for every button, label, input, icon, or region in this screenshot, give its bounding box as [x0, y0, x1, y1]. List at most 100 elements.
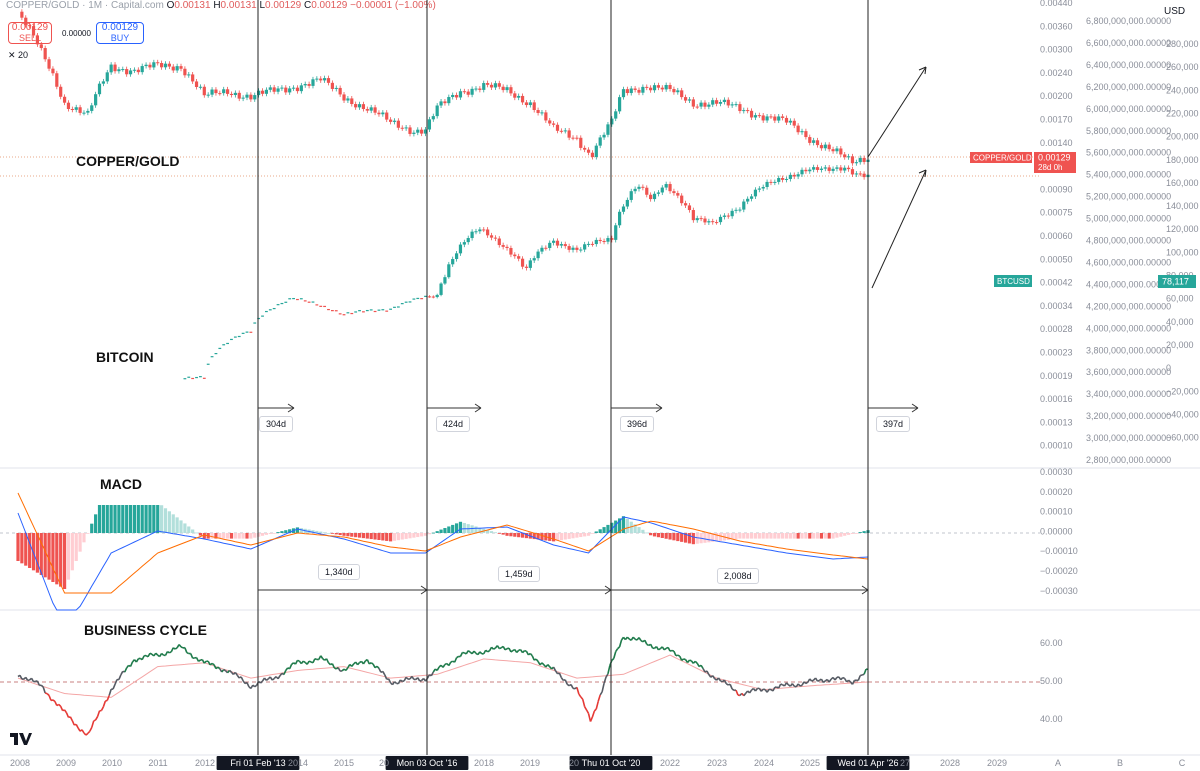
copper-gold-candle — [381, 112, 385, 115]
copper-gold-candle — [373, 107, 377, 113]
copper-gold-candle — [823, 144, 827, 149]
copper-gold-candle — [439, 101, 443, 106]
cycle-line-segment — [209, 662, 213, 666]
big-scale-tick-label: 3,800,000,000.00000 — [1086, 345, 1171, 355]
copper-gold-tick-label: 0.00016 — [1040, 394, 1073, 404]
cycle-line-segment — [828, 678, 832, 683]
copper-gold-candle — [396, 120, 400, 128]
bitcoin-candle — [439, 283, 443, 295]
copper-gold-price-tag: COPPER/GOLD 0.00129 28d 0h — [970, 152, 1076, 173]
bitcoin-candle — [617, 211, 622, 226]
bitcoin-candle — [602, 241, 606, 243]
copper-gold-candle — [517, 95, 521, 98]
cycle-line-segment — [246, 682, 250, 688]
cycle-line-segment — [848, 679, 852, 683]
cycle-line-segment — [186, 651, 190, 655]
bitcoin-candle — [218, 347, 222, 350]
cycle-line-segment — [671, 649, 675, 652]
macd-histogram-bar — [167, 511, 171, 533]
macd-histogram-bar — [272, 533, 276, 534]
cycle-line-segment — [527, 652, 531, 656]
cycle-line-segment — [776, 686, 780, 689]
copper-gold-candle — [835, 148, 839, 152]
copper-gold-candle — [734, 104, 738, 106]
cycle-line-segment — [591, 710, 596, 718]
cycle-line-segment — [585, 709, 590, 714]
big-scale-tick-label: 4,000,000,000.00000 — [1086, 323, 1171, 333]
cycle-line-segment — [712, 675, 716, 680]
macd-histogram-bar — [416, 533, 420, 538]
bitcoin-candle — [784, 178, 789, 180]
macd-histogram-bar — [567, 533, 571, 539]
x-year-label: 2008 — [10, 758, 30, 768]
macd-histogram-bar — [369, 533, 373, 540]
bitcoin-candle — [645, 187, 649, 195]
cycle-line-segment — [535, 658, 539, 662]
cycle-line-segment — [857, 675, 861, 681]
macd-histogram-bar — [55, 533, 59, 585]
copper-gold-candle — [715, 100, 719, 104]
day-span-label: 1,340d — [318, 564, 360, 580]
symbol-header: COPPER/GOLD · 1M · Capital.com O0.00131 … — [0, 0, 480, 18]
currency-selector[interactable]: USD — [1164, 6, 1186, 17]
copper-gold-candle — [338, 87, 342, 95]
tradingview-logo-icon — [10, 733, 32, 745]
date-badge-label: Fri 01 Feb '13 — [230, 758, 285, 768]
cycle-line-segment — [617, 646, 621, 650]
copper-gold-candle — [645, 86, 649, 88]
copper-gold-candle — [121, 69, 125, 71]
macd-histogram-bar — [664, 533, 668, 539]
macd-histogram-bar — [800, 533, 804, 539]
copper-gold-candle — [237, 92, 241, 99]
quantity-field[interactable]: ✕ 20 — [8, 50, 29, 60]
macd-histogram-bar — [400, 533, 404, 540]
copper-gold-candle — [544, 112, 548, 121]
symbol-title[interactable]: COPPER/GOLD · 1M · Capital.com — [6, 0, 164, 11]
macd-histogram-bar — [575, 533, 579, 538]
arrow-head-icon — [287, 403, 295, 413]
bitcoin-candle — [199, 376, 202, 378]
copper-gold-candle — [365, 109, 369, 111]
bitcoin-candle — [431, 296, 435, 298]
copper-gold-candle — [132, 69, 137, 71]
bitcoin-candle — [280, 302, 284, 305]
buy-button[interactable]: 0.00129 BUY — [96, 22, 144, 44]
bitcoin-candle — [424, 295, 427, 297]
copper-gold-candle — [268, 87, 272, 90]
cycle-line-segment — [102, 700, 107, 708]
cycle-line-segment — [533, 658, 537, 661]
macd-histogram-bar — [753, 533, 758, 539]
macd-histogram-bar — [773, 533, 777, 539]
bitcoin-candle — [668, 184, 672, 192]
bitcoin-candle — [540, 247, 544, 252]
macd-histogram-bar — [478, 527, 482, 533]
macd-histogram-bar — [361, 533, 366, 539]
macd-histogram-bar — [70, 533, 74, 571]
cycle-line-segment — [198, 659, 201, 662]
macd-histogram-bar — [39, 533, 43, 575]
big-scale-tick-label: 3,400,000,000.00000 — [1086, 389, 1171, 399]
day-span-label: 397d — [876, 416, 911, 432]
bitcoin-candle — [501, 245, 505, 247]
macd-histogram-bar — [140, 505, 144, 533]
bitcoin-candle — [711, 221, 715, 223]
macd-histogram-bar — [451, 524, 455, 533]
copper-gold-tick-label: 0.00019 — [1040, 371, 1073, 381]
copper-gold-candle — [152, 62, 156, 68]
copper-gold-candle — [695, 106, 699, 108]
x-year-label: 2023 — [707, 758, 727, 768]
btc-tick-label: 200,000 — [1166, 132, 1199, 142]
cycle-line-segment — [25, 676, 29, 681]
copper-gold-candle — [656, 85, 661, 88]
cycle-line-segment — [419, 679, 422, 682]
macd-histogram-bar — [183, 523, 187, 533]
copper-gold-candle — [377, 112, 381, 115]
x-year-label: 27 — [900, 758, 910, 768]
cycle-line-segment — [40, 684, 44, 688]
cycle-line-segment — [254, 684, 258, 688]
x-year-label: 20 — [569, 758, 579, 768]
cycle-line-segment — [467, 649, 471, 653]
macd-histogram-bar — [614, 520, 618, 533]
bitcoin-candle — [288, 298, 292, 300]
